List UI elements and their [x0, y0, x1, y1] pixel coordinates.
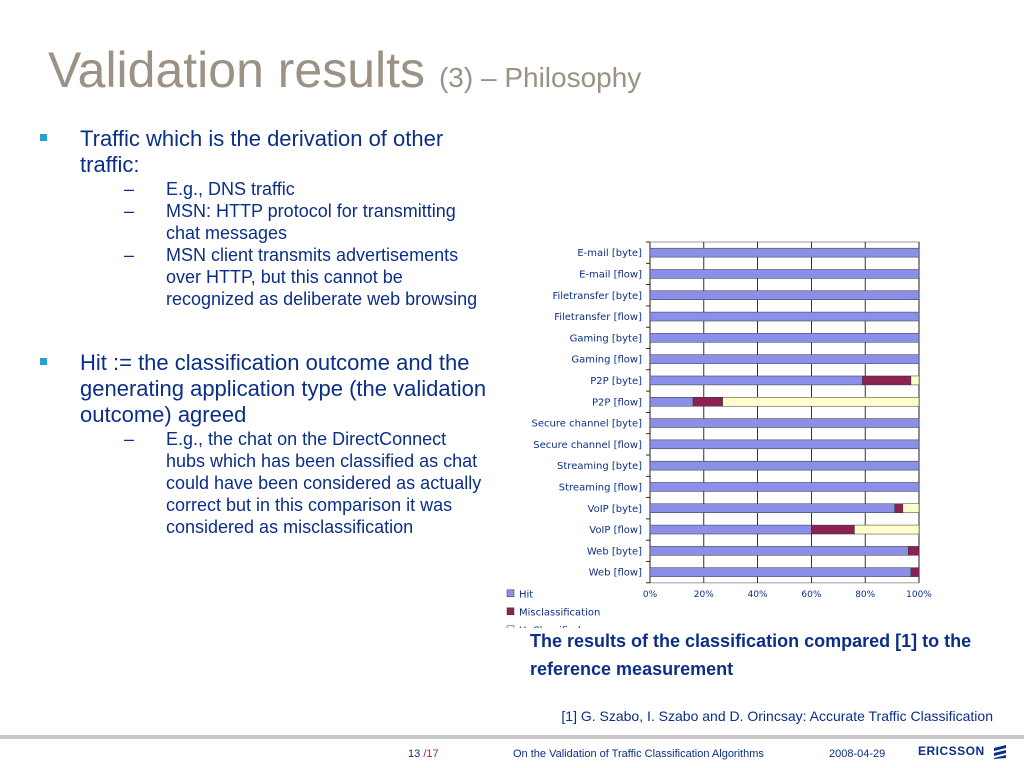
bar-segment — [894, 503, 904, 513]
x-tick-label: 40% — [748, 590, 768, 600]
page-total: /17 — [423, 748, 439, 760]
legend-swatch — [506, 625, 515, 628]
category-label: VoIP [flow] — [589, 525, 642, 536]
slide-title: Validation results (3) – Philosophy — [48, 40, 641, 108]
chart-caption: The results of the classification compar… — [530, 631, 972, 679]
legend-label: UnClassified — [519, 625, 581, 628]
bullet-square-icon — [40, 358, 47, 365]
sub-bullet-text: E.g., the chat on the DirectConnect hubs… — [166, 429, 482, 537]
bar-segment — [907, 546, 920, 556]
bullet-square-icon — [40, 134, 47, 141]
x-tick-label: 20% — [694, 590, 714, 600]
bar-segment — [910, 375, 920, 386]
page-current: 13 — [408, 748, 421, 760]
sub-bullet-item: – MSN client transmits advertisements ov… — [40, 244, 488, 310]
bar-segment — [649, 269, 920, 279]
category-label: Filetransfer [flow] — [554, 312, 642, 323]
bar-segment — [649, 354, 920, 364]
sub-bullet-item: – E.g., DNS traffic — [40, 178, 488, 200]
reference-citation: [1] G. Szabo, I. Szabo and D. Orincsay: … — [561, 708, 993, 724]
bullet-text: Hit := the classification outcome and th… — [80, 350, 487, 427]
sub-bullet-text: MSN client transmits advertisements over… — [166, 245, 478, 309]
bar-segment — [649, 460, 920, 471]
bar-segment — [649, 418, 920, 428]
category-label: Gaming [byte] — [570, 333, 643, 344]
ericsson-mark-icon — [993, 744, 1006, 759]
category-label: Streaming [byte] — [557, 461, 642, 472]
slide-subtitle: (3) – Philosophy — [438, 62, 642, 93]
sub-bullet-item: – E.g., the chat on the DirectConnect hu… — [40, 428, 488, 538]
bar-segment — [649, 524, 812, 535]
x-tick-label: 0% — [643, 590, 658, 600]
legend-label: Hit — [519, 589, 533, 600]
sub-bullet-text: E.g., DNS traffic — [166, 179, 295, 199]
category-label: Secure channel [byte] — [532, 419, 643, 430]
bullet-list: Traffic which is the derivation of other… — [40, 126, 488, 538]
footer-divider — [0, 735, 1024, 739]
category-label: E-mail [byte] — [577, 248, 642, 259]
bar-segment — [649, 311, 920, 322]
dash-icon: – — [124, 201, 135, 221]
page-number: 13 /17 — [408, 748, 439, 760]
category-label: P2P [byte] — [590, 376, 642, 387]
classification-results-chart: 0% 20% 40% 60% 80% 100% E-mail [byte] E-mail [f… — [506, 241, 932, 628]
x-tick-label: 100% — [906, 590, 932, 600]
bar-segment — [649, 290, 920, 300]
dash-icon: – — [124, 245, 135, 265]
bar-segment — [649, 503, 896, 513]
bar-segment — [649, 247, 920, 258]
legend-swatch — [506, 607, 515, 616]
category-label: Gaming [flow] — [571, 355, 642, 366]
slide-title-main: Validation results — [48, 42, 426, 98]
category-label: E-mail [flow] — [579, 269, 642, 280]
bullet-text: Traffic which is the derivation of other… — [80, 126, 444, 177]
bullet-item: Hit := the classification outcome and th… — [40, 350, 488, 428]
bar-segment — [854, 524, 920, 535]
bar-segment — [649, 546, 909, 556]
x-tick-label: 60% — [801, 590, 821, 600]
bullet-item: Traffic which is the derivation of other… — [40, 126, 488, 178]
logo-text: ERICSSON — [918, 744, 985, 758]
legend-swatch — [506, 589, 515, 598]
dash-icon: – — [124, 429, 135, 449]
legend-label: Misclassification — [519, 607, 600, 618]
bar-segment — [910, 567, 920, 577]
footer-date: 2008-04-29 — [829, 748, 886, 760]
bar-segment — [649, 397, 694, 407]
bar-segment — [649, 333, 920, 343]
category-label: P2P [flow] — [592, 397, 642, 408]
category-label: Filetransfer [byte] — [552, 291, 642, 302]
bar-segment — [722, 397, 920, 407]
bar-segment — [902, 503, 920, 513]
bar-segment — [649, 482, 920, 492]
sub-bullet-item: – MSN: HTTP protocol for transmitting ch… — [40, 200, 488, 244]
ericsson-logo: ERICSSON — [918, 744, 1007, 759]
bar-segment — [649, 439, 920, 450]
footer-title: On the Validation of Traffic Classificat… — [513, 748, 764, 760]
x-tick-label: 80% — [855, 590, 875, 600]
category-label: Web [byte] — [587, 546, 642, 557]
category-label: Secure channel [flow] — [533, 440, 642, 451]
bar-segment — [649, 567, 912, 577]
category-label: Web [flow] — [589, 568, 642, 579]
bar-segment — [692, 397, 723, 407]
category-label: Streaming [flow] — [559, 482, 642, 493]
dash-icon: – — [124, 179, 135, 199]
category-label: VoIP [byte] — [588, 504, 643, 515]
bar-segment — [649, 375, 863, 386]
bar-segment — [862, 375, 912, 386]
sub-bullet-text: MSN: HTTP protocol for transmitting chat… — [166, 201, 456, 243]
bar-segment — [811, 524, 855, 535]
